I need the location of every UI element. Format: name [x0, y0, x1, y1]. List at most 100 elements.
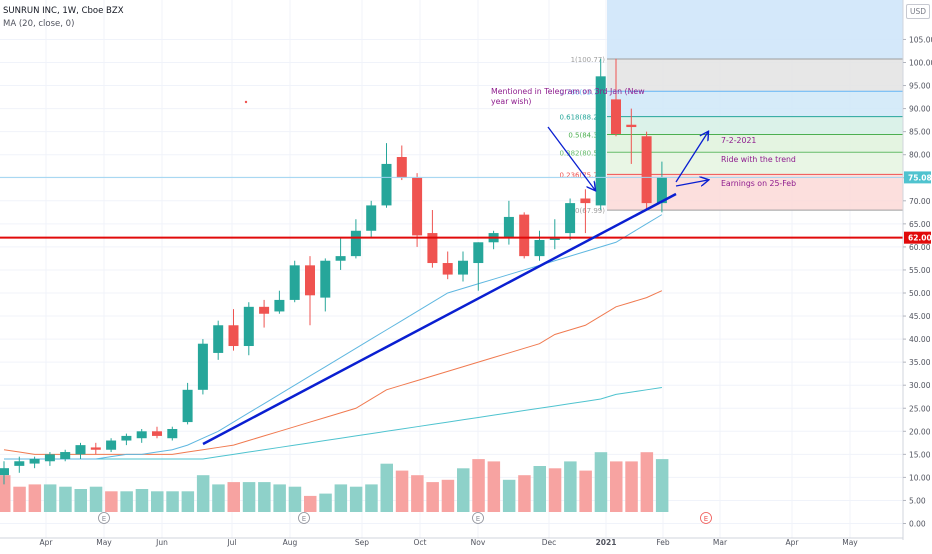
candle[interactable] [626, 108, 637, 164]
candle[interactable] [381, 143, 392, 208]
candle[interactable] [121, 433, 132, 446]
candle[interactable] [595, 58, 606, 211]
candle[interactable] [274, 290, 285, 314]
candle-body [350, 230, 361, 257]
candle[interactable] [396, 145, 407, 181]
price-tick-label: 10.00 [909, 473, 931, 482]
telegram-note-line2: year wish) [491, 97, 531, 106]
ma-slow-line [4, 387, 662, 460]
telegram-arrow[interactable] [547, 126, 595, 190]
candle[interactable] [549, 219, 560, 250]
trendline[interactable] [202, 192, 677, 446]
candle[interactable] [519, 212, 530, 259]
upside-arrow[interactable] [675, 132, 708, 183]
candle[interactable] [75, 442, 86, 459]
candle-body [534, 239, 545, 257]
candle[interactable] [167, 426, 178, 441]
candle[interactable] [335, 237, 346, 270]
fib-level-label: 0.382(80.52) [559, 149, 605, 157]
candle[interactable] [152, 426, 162, 439]
candle[interactable] [90, 442, 101, 455]
fib-level-label: 0.5(84.38) [568, 132, 605, 140]
volume-bar [59, 486, 72, 512]
candle[interactable] [0, 461, 9, 485]
volume-bar [487, 461, 501, 512]
indicator-label: MA (20, close, 0) [3, 19, 75, 29]
candle[interactable] [29, 456, 40, 469]
volume-bar [212, 484, 225, 512]
price-tick-label: 15.00 [909, 450, 931, 459]
candle-body [412, 177, 423, 236]
candle[interactable] [366, 200, 377, 238]
candle-body [580, 198, 591, 204]
volume-bar [533, 466, 546, 512]
price-tick-label: 80.00 [909, 151, 931, 160]
candle[interactable] [182, 382, 193, 425]
earnings-marker[interactable]: E [298, 512, 310, 524]
candle[interactable] [60, 449, 71, 462]
fib-level-label: 0.236(75.73) [559, 171, 605, 179]
price-tick-label: 45.00 [909, 312, 931, 321]
volume-bar [0, 475, 11, 512]
fib-level-label: 1(100.77) [571, 56, 606, 64]
price-tick-label: 55.00 [909, 266, 931, 275]
candle[interactable] [197, 339, 208, 395]
candle[interactable] [44, 452, 55, 466]
candle[interactable] [580, 189, 591, 234]
candle-body [90, 447, 101, 450]
volume-bar [120, 491, 133, 512]
candle[interactable] [350, 219, 361, 259]
earnings-arrow[interactable] [675, 180, 708, 187]
candle[interactable] [243, 302, 254, 356]
time-label: 2021 [596, 538, 617, 547]
price-tick-label: 0.00 [909, 520, 926, 529]
candle-body [442, 263, 453, 275]
time-label: Apr [786, 538, 800, 547]
candle[interactable] [412, 173, 423, 247]
candle[interactable] [228, 309, 239, 351]
volume-bar [151, 491, 164, 512]
earnings-marker[interactable]: E [700, 512, 712, 524]
candle[interactable] [136, 428, 147, 443]
volume-bar [258, 482, 271, 512]
candle[interactable] [305, 256, 315, 326]
candle-body [641, 136, 652, 204]
currency-button[interactable]: USD [906, 4, 930, 19]
candle[interactable] [611, 58, 621, 137]
candle-body [473, 242, 484, 264]
candle[interactable] [259, 299, 270, 328]
candle[interactable] [442, 251, 453, 280]
volume-bar [28, 484, 42, 512]
candle[interactable] [458, 251, 468, 282]
time-axis: Apr May Jun Jul Aug Sep Oct Nov Dec 2021 Feb Mar Apr… [0, 537, 903, 547]
candle[interactable] [534, 230, 545, 261]
candle[interactable] [320, 258, 331, 312]
earnings-marker[interactable]: E [98, 512, 110, 524]
volume-bar [196, 475, 210, 512]
candle[interactable] [565, 198, 576, 240]
fib-level-label: 0.618(88.25) [559, 114, 605, 122]
candle-body [335, 256, 346, 261]
candle[interactable] [473, 242, 484, 291]
fib-zone [607, 58, 903, 92]
candle[interactable] [427, 210, 438, 268]
candle[interactable] [289, 260, 300, 303]
candle[interactable] [656, 161, 667, 213]
candle[interactable] [106, 438, 117, 453]
candle-body [14, 461, 25, 466]
candle[interactable] [641, 131, 652, 211]
price-tick-label: 70.00 [909, 197, 931, 206]
volume-bar [273, 484, 286, 512]
last-price-label: 75.08 [908, 173, 932, 182]
candle[interactable] [14, 456, 25, 473]
drawing-lines [0, 100, 903, 446]
candle-body [29, 458, 40, 464]
candle[interactable] [213, 320, 224, 360]
volume-bar [242, 482, 256, 512]
volume-bar [304, 495, 317, 512]
time-label: Nov [471, 538, 486, 547]
price-tick-label: 20.00 [909, 427, 931, 436]
earnings-marker[interactable]: E [472, 512, 484, 524]
